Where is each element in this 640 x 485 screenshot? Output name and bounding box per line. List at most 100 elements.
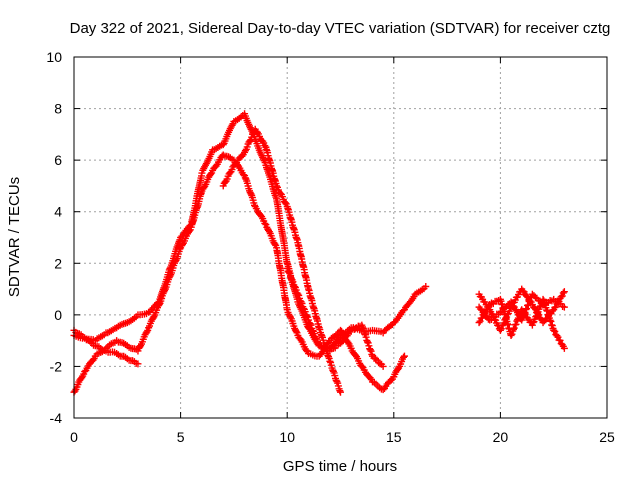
interpolated-markers bbox=[295, 291, 312, 321]
interpolated-markers bbox=[252, 127, 269, 150]
y-tick-label: 8 bbox=[54, 101, 62, 117]
data-point bbox=[496, 326, 504, 334]
y-tick-label: 2 bbox=[54, 255, 62, 271]
data-point bbox=[475, 319, 483, 327]
x-tick-label: 15 bbox=[386, 429, 402, 445]
interpolated-markers bbox=[178, 226, 194, 250]
interpolated-markers bbox=[305, 319, 322, 349]
y-tick-label: 4 bbox=[54, 204, 62, 220]
interpolated-markers bbox=[167, 245, 184, 279]
interpolated-markers bbox=[284, 308, 301, 337]
y-tick-label: -2 bbox=[50, 358, 63, 374]
x-tick-label: 25 bbox=[599, 429, 615, 445]
interpolated-markers bbox=[125, 313, 140, 326]
interpolated-markers bbox=[295, 334, 311, 356]
interpolated-markers bbox=[199, 148, 216, 174]
interpolated-markers bbox=[114, 351, 129, 361]
interpolated-markers bbox=[274, 183, 290, 208]
y-tick-label: 0 bbox=[54, 307, 62, 323]
data-point bbox=[379, 362, 387, 370]
interpolated-markers bbox=[488, 310, 503, 323]
interpolated-markers bbox=[146, 302, 162, 330]
plot-frame bbox=[73, 56, 608, 419]
x-tick-label: 0 bbox=[70, 429, 78, 445]
interpolated-markers bbox=[413, 285, 428, 297]
interpolated-markers bbox=[104, 348, 118, 356]
x-tick-label: 10 bbox=[279, 429, 295, 445]
data-point bbox=[560, 344, 568, 352]
interpolated-markers bbox=[294, 241, 312, 291]
y-tick-label: 6 bbox=[54, 152, 62, 168]
data-point bbox=[134, 360, 142, 368]
series-satellite-track-2 bbox=[70, 151, 408, 396]
interpolated-markers bbox=[370, 354, 386, 368]
data-point bbox=[422, 282, 430, 290]
interpolated-markers bbox=[71, 370, 88, 395]
data-point bbox=[219, 141, 227, 149]
interpolated-markers bbox=[284, 205, 301, 244]
data-point bbox=[273, 182, 281, 190]
series-satellite-track-3 bbox=[70, 125, 344, 396]
data-point bbox=[358, 362, 366, 370]
interpolated-markers bbox=[199, 169, 216, 193]
interpolated-markers bbox=[125, 343, 140, 353]
x-axis-label: GPS time / hours bbox=[283, 458, 397, 475]
interpolated-markers bbox=[156, 274, 173, 307]
data-point bbox=[326, 357, 334, 365]
interpolated-markers bbox=[82, 355, 98, 374]
interpolated-markers bbox=[262, 146, 280, 187]
interpolated-markers bbox=[136, 310, 150, 319]
data-point bbox=[400, 352, 408, 360]
interpolated-markers bbox=[252, 205, 269, 227]
data-point bbox=[507, 331, 515, 339]
interpolated-markers bbox=[220, 163, 237, 187]
x-tick-label: 20 bbox=[493, 429, 509, 445]
interpolated-markers bbox=[241, 127, 258, 155]
data-point bbox=[560, 288, 568, 296]
interpolated-markers bbox=[359, 323, 376, 358]
interpolated-markers bbox=[338, 327, 354, 346]
interpolated-markers bbox=[381, 375, 396, 392]
interpolated-markers bbox=[519, 293, 536, 322]
y-tick-label: -4 bbox=[50, 410, 63, 426]
interpolated-markers bbox=[391, 307, 407, 326]
grid-layer bbox=[74, 57, 607, 418]
interpolated-markers bbox=[541, 297, 556, 308]
interpolated-markers bbox=[231, 151, 247, 168]
series-satellite-track-7 bbox=[475, 290, 568, 324]
y-axis-label: SDTVAR / TECUs bbox=[6, 177, 23, 297]
interpolated-markers bbox=[381, 321, 396, 335]
y-tick-label: 10 bbox=[46, 49, 62, 65]
interpolated-markers bbox=[72, 328, 87, 341]
interpolated-markers bbox=[114, 338, 129, 348]
data-point bbox=[560, 303, 568, 311]
interpolated-markers bbox=[135, 326, 152, 352]
interpolated-markers bbox=[284, 267, 301, 297]
interpolated-markers bbox=[252, 137, 269, 167]
interpolated-markers bbox=[188, 189, 205, 228]
interpolated-markers bbox=[359, 364, 375, 383]
points-layer bbox=[70, 110, 568, 396]
interpolated-markers bbox=[348, 347, 365, 369]
interpolated-markers bbox=[551, 327, 567, 350]
data-point bbox=[155, 301, 163, 309]
data-point bbox=[337, 388, 344, 396]
interpolated-markers bbox=[263, 164, 280, 201]
data-point bbox=[507, 298, 515, 306]
interpolated-markers bbox=[371, 327, 385, 336]
interpolated-markers bbox=[273, 246, 291, 312]
interpolated-markers bbox=[220, 120, 237, 147]
interpolated-markers bbox=[273, 197, 291, 266]
series-satellite-track-4 bbox=[283, 264, 387, 370]
interpolated-markers bbox=[391, 353, 407, 378]
x-tick-label: 5 bbox=[177, 429, 185, 445]
data-point bbox=[166, 272, 174, 280]
chart-title: Day 322 of 2021, Sidereal Day-to-day VTE… bbox=[70, 20, 611, 37]
interpolated-markers bbox=[221, 152, 236, 163]
interpolated-markers bbox=[93, 331, 108, 343]
series-satellite-track-6 bbox=[475, 295, 568, 352]
data-point bbox=[550, 326, 558, 334]
interpolated-markers bbox=[327, 359, 344, 395]
interpolated-markers bbox=[241, 174, 258, 209]
